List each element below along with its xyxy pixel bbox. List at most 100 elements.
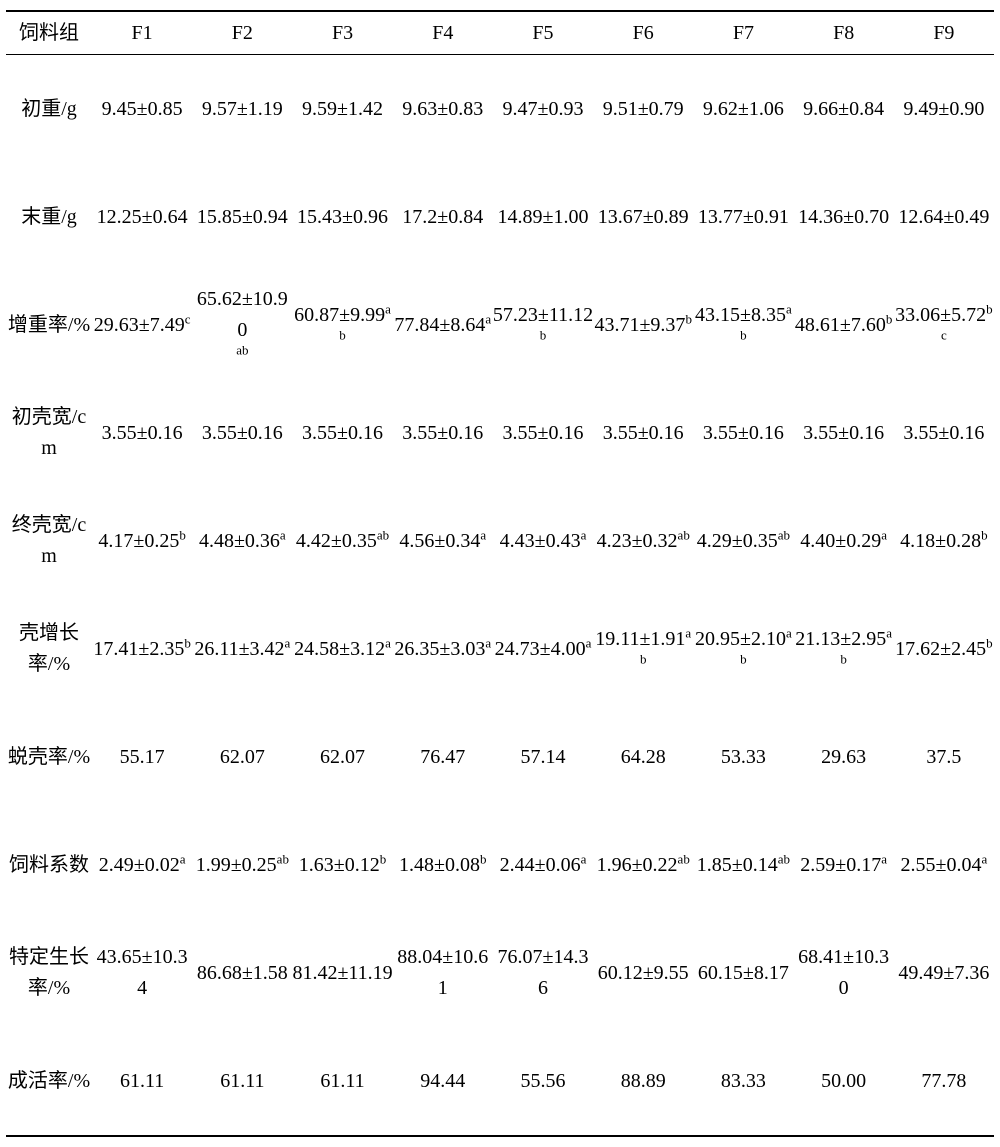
cell-superscript: a [280, 527, 286, 542]
table-cell: 61.11 [92, 1027, 192, 1136]
cell-value: 3.55±0.16 [903, 418, 984, 449]
row-label-text: 终壳宽/cm [6, 510, 92, 572]
table-row: 初重/g9.45±0.859.57±1.199.59±1.429.63±0.83… [6, 55, 994, 164]
row-label-text: 末重/g [21, 202, 77, 233]
cell-value: 2.44±0.06 [500, 850, 581, 881]
cell-value: 43.71±9.37 [594, 310, 685, 341]
cell-value: 9.63±0.83 [402, 94, 483, 125]
cell-value: 48.61±7.60 [795, 310, 886, 341]
cell-superscript: a [586, 635, 592, 650]
cell-superscript: c [185, 311, 191, 326]
cell-value: 17.62±2.45 [895, 634, 986, 665]
cell-superscript: a [881, 527, 887, 542]
cell-value: 94.44 [420, 1066, 465, 1097]
row-label: 初壳宽/cm [6, 379, 92, 487]
row-label-text: 增重率/% [8, 310, 90, 341]
cell-value: 76.47 [420, 742, 465, 773]
cell-value: 61.11 [220, 1066, 264, 1097]
cell-value: 3.55±0.16 [803, 418, 884, 449]
row-label: 饲料系数 [6, 811, 92, 919]
row-label: 末重/g [6, 163, 92, 271]
cell-value: 15.43±0.96 [297, 202, 388, 233]
table-cell: 9.63±0.83 [393, 55, 493, 164]
table-body: 初重/g9.45±0.859.57±1.199.59±1.429.63±0.83… [6, 55, 994, 1137]
table-cell: 76.47 [393, 703, 493, 811]
col-label: 饲料组 [6, 11, 92, 55]
table-cell: 1.63±0.12b [292, 811, 392, 919]
table-cell: 49.49±7.36 [894, 919, 994, 1027]
table-cell: 24.58±3.12a [292, 595, 392, 703]
cell-value: 17.2±0.84 [402, 202, 483, 233]
cell-superscript: ab [678, 527, 690, 542]
row-label-text: 蜕壳率/% [8, 742, 90, 773]
table-cell: 21.13±2.95ab [794, 595, 894, 703]
cell-value: 13.77±0.91 [698, 202, 789, 233]
table-cell: 3.55±0.16 [894, 379, 994, 487]
table-cell: 62.07 [292, 703, 392, 811]
table-cell: 2.55±0.04a [894, 811, 994, 919]
col-f5: F5 [493, 11, 593, 55]
col-f8: F8 [794, 11, 894, 55]
cell-superscript: a [581, 527, 587, 542]
cell-value: 9.45±0.85 [102, 94, 183, 125]
table-cell: 9.51±0.79 [593, 55, 693, 164]
cell-superscript: b [184, 635, 191, 650]
cell-value: 15.85±0.94 [197, 202, 288, 233]
cell-value: 65.62±10.90 [192, 284, 292, 346]
cell-value: 1.96±0.22 [597, 850, 678, 881]
table-cell: 4.40±0.29a [794, 487, 894, 595]
cell-value: 88.89 [621, 1066, 666, 1097]
cell-value: 20.95±2.10 [695, 624, 786, 655]
table-cell: 57.14 [493, 703, 593, 811]
table-cell: 3.55±0.16 [693, 379, 793, 487]
table-row: 初壳宽/cm 3.55±0.16 3.55±0.16 3.55±0.16 3.55±0.… [6, 379, 994, 487]
cell-value: 24.73±4.00 [495, 634, 586, 665]
table-cell: 50.00 [794, 1027, 894, 1136]
cell-superscript: a [285, 635, 291, 650]
table-cell: 9.47±0.93 [493, 55, 593, 164]
col-f2: F2 [192, 11, 292, 55]
cell-value: 26.35±3.03 [394, 634, 485, 665]
table-cell: 17.62±2.45b [894, 595, 994, 703]
cell-value: 4.17±0.25 [98, 526, 179, 557]
cell-value: 60.87±9.99 [294, 300, 385, 331]
cell-value: 21.13±2.95 [795, 624, 886, 655]
table-cell: 3.55±0.16 [393, 379, 493, 487]
cell-value: 13.67±0.89 [598, 202, 689, 233]
cell-value: 81.42±11.19 [292, 958, 392, 989]
table-cell: 1.48±0.08b [393, 811, 493, 919]
table-cell: 24.73±4.00a [493, 595, 593, 703]
table-cell: 3.55±0.16 [192, 379, 292, 487]
table-cell: 9.45±0.85 [92, 55, 192, 164]
table-cell: 62.07 [192, 703, 292, 811]
cell-value: 76.07±14.36 [493, 942, 593, 1004]
table-cell: 14.89±1.00 [493, 163, 593, 271]
cell-superscript: ab [236, 342, 248, 357]
cell-value: 17.41±2.35 [93, 634, 184, 665]
cell-superscript: a [981, 851, 987, 866]
table-cell: 4.48±0.36a [192, 487, 292, 595]
cell-value: 4.29±0.35 [697, 526, 778, 557]
table-cell: 15.43±0.96 [292, 163, 392, 271]
table-cell: 53.33 [693, 703, 793, 811]
table-cell: 14.36±0.70 [794, 163, 894, 271]
cell-value: 9.57±1.19 [202, 94, 283, 125]
col-f6: F6 [593, 11, 693, 55]
cell-value: 62.07 [320, 742, 365, 773]
col-3: F3 [332, 18, 353, 49]
cell-superscript: a [881, 851, 887, 866]
cell-value: 53.33 [721, 742, 766, 773]
cell-value: 1.63±0.12 [299, 850, 380, 881]
row-label-text: 初重/g [21, 94, 77, 125]
table-row: 末重/g12.25±0.6415.85±0.9415.43±0.9617.2±0… [6, 163, 994, 271]
cell-value: 24.58±3.12 [294, 634, 385, 665]
table-cell: 61.11 [192, 1027, 292, 1136]
col-0: 饲料组 [19, 18, 79, 49]
row-label: 特定生长率/% [6, 919, 92, 1027]
table-cell: 55.56 [493, 1027, 593, 1136]
table-cell: 55.17 [92, 703, 192, 811]
table-cell: 3.55±0.16 [794, 379, 894, 487]
table-row: 增重率/%29.63±7.49c65.62±10.90ab60.87±9.99a… [6, 271, 994, 379]
table-cell: 2.49±0.02a [92, 811, 192, 919]
cell-value: 43.65±10.34 [92, 942, 192, 1004]
